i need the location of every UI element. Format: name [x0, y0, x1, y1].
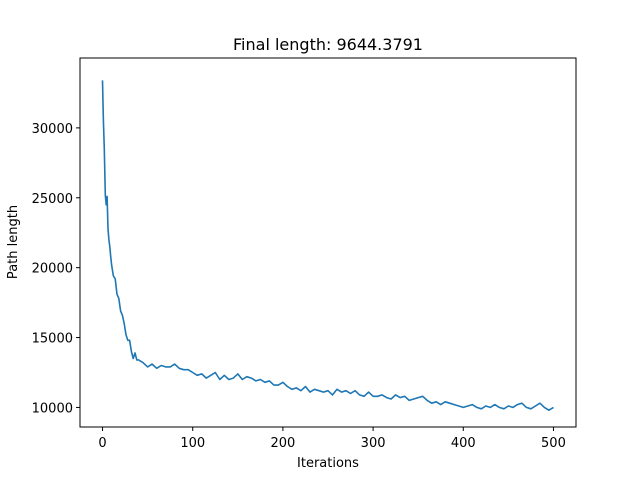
x-tick-label: 0 — [98, 436, 106, 451]
plot-area — [80, 58, 576, 427]
chart-title: Final length: 9644.3791 — [233, 35, 423, 54]
x-axis-label: Iterations — [297, 456, 359, 471]
x-tick-label: 400 — [451, 436, 476, 451]
x-tick-label: 300 — [361, 436, 386, 451]
x-tick-label: 200 — [270, 436, 295, 451]
x-tick-label: 100 — [180, 436, 205, 451]
y-axis: 10000 15000 20000 25000 30000 — [32, 122, 80, 416]
x-axis: 0 100 200 300 400 500 — [98, 427, 566, 451]
y-tick-label: 25000 — [32, 192, 73, 207]
y-tick-label: 20000 — [32, 262, 73, 277]
series-line — [101, 80, 554, 411]
plot-frame — [79, 57, 577, 428]
x-tick-label: 500 — [541, 436, 566, 451]
y-tick-label: 30000 — [32, 122, 73, 137]
y-tick-label: 10000 — [32, 401, 73, 416]
y-axis-label: Path length — [6, 205, 21, 279]
y-tick-label: 15000 — [32, 332, 73, 347]
